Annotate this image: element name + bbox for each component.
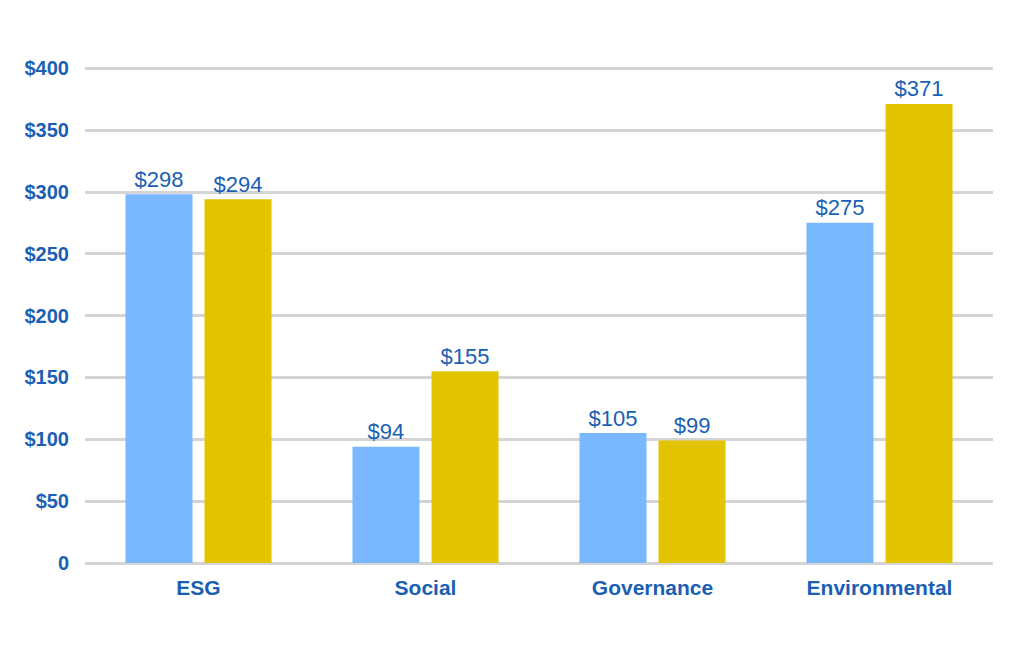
svg-text:$150: $150 [25, 366, 70, 388]
svg-text:Social: Social [395, 576, 457, 599]
svg-text:$371: $371 [895, 76, 944, 101]
svg-text:$94: $94 [368, 419, 405, 444]
svg-text:$300: $300 [25, 181, 70, 203]
svg-text:$155: $155 [441, 344, 490, 369]
svg-text:$294: $294 [214, 172, 263, 197]
svg-text:Governance: Governance [592, 576, 713, 599]
svg-text:ESG: ESG [176, 576, 220, 599]
svg-text:Environmental: Environmental [807, 576, 953, 599]
svg-text:$200: $200 [25, 305, 70, 327]
svg-text:$50: $50 [36, 490, 69, 512]
svg-text:$275: $275 [815, 195, 864, 220]
svg-text:$105: $105 [588, 406, 637, 431]
svg-text:$99: $99 [674, 413, 711, 438]
svg-text:$350: $350 [25, 119, 70, 141]
svg-text:0: 0 [58, 552, 69, 574]
svg-text:$250: $250 [25, 243, 70, 265]
svg-text:$298: $298 [134, 167, 183, 192]
svg-text:$100: $100 [25, 428, 70, 450]
svg-text:$400: $400 [25, 57, 70, 79]
